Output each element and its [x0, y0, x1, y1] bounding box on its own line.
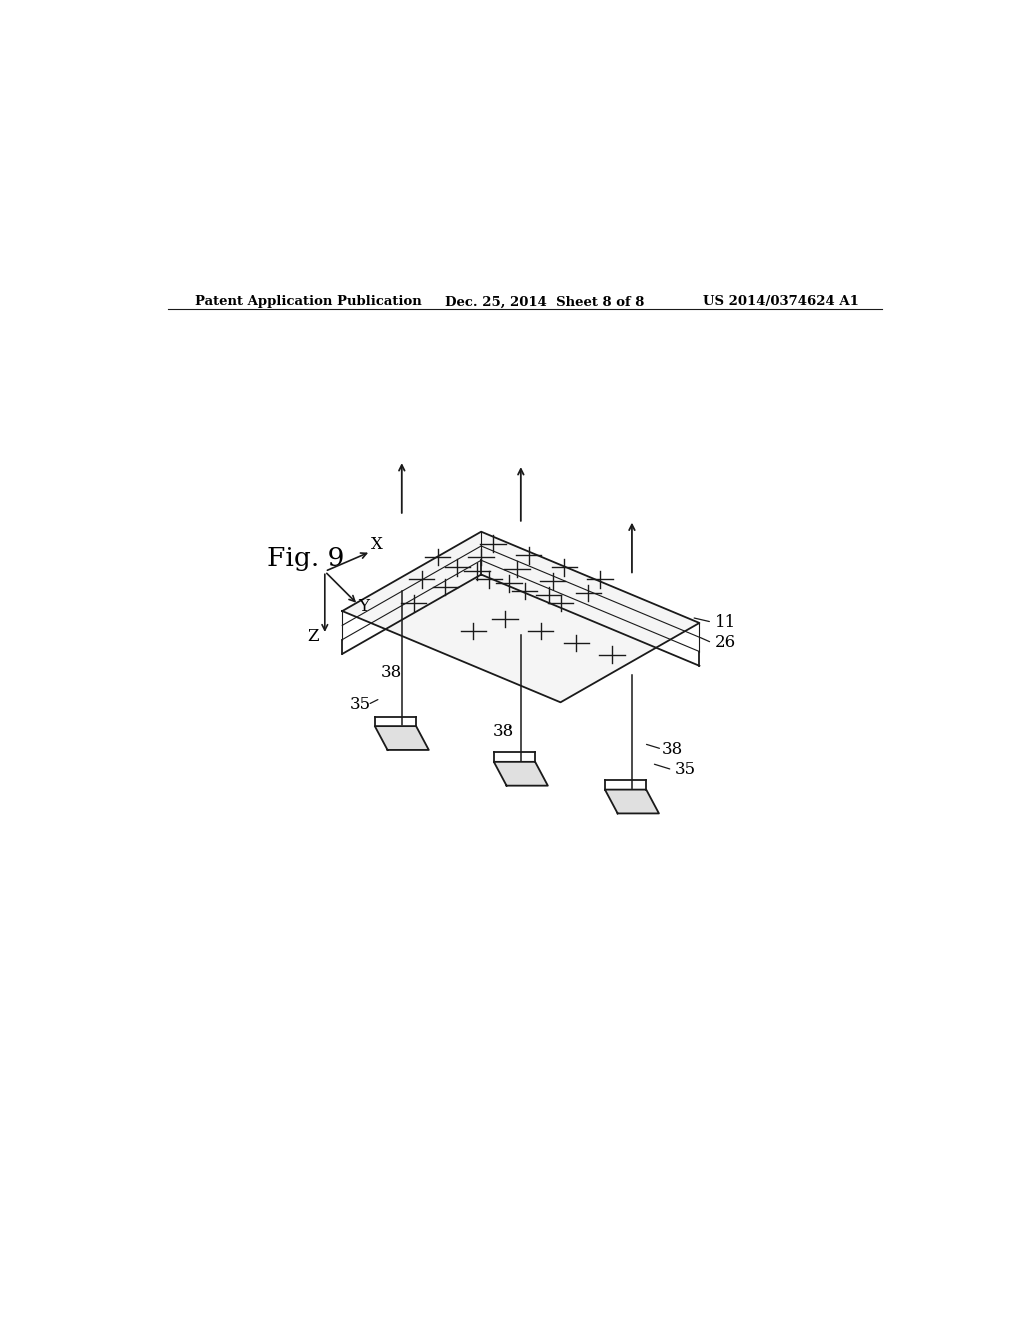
Text: 35: 35	[350, 696, 372, 713]
Text: Fig. 9: Fig. 9	[267, 546, 344, 572]
Polygon shape	[605, 789, 658, 813]
Text: 26: 26	[715, 635, 735, 651]
Text: 38: 38	[663, 741, 683, 758]
Text: US 2014/0374624 A1: US 2014/0374624 A1	[703, 296, 859, 309]
Polygon shape	[375, 726, 429, 750]
Text: Z: Z	[307, 628, 318, 645]
Text: Patent Application Publication: Patent Application Publication	[196, 296, 422, 309]
Text: 11: 11	[715, 614, 735, 631]
Polygon shape	[494, 762, 548, 785]
Text: Dec. 25, 2014  Sheet 8 of 8: Dec. 25, 2014 Sheet 8 of 8	[445, 296, 645, 309]
Text: X: X	[371, 536, 383, 553]
Text: Y: Y	[358, 598, 369, 615]
Text: 38: 38	[494, 723, 514, 741]
Text: 35: 35	[675, 762, 696, 779]
Polygon shape	[342, 532, 699, 702]
Text: 38: 38	[380, 664, 401, 681]
